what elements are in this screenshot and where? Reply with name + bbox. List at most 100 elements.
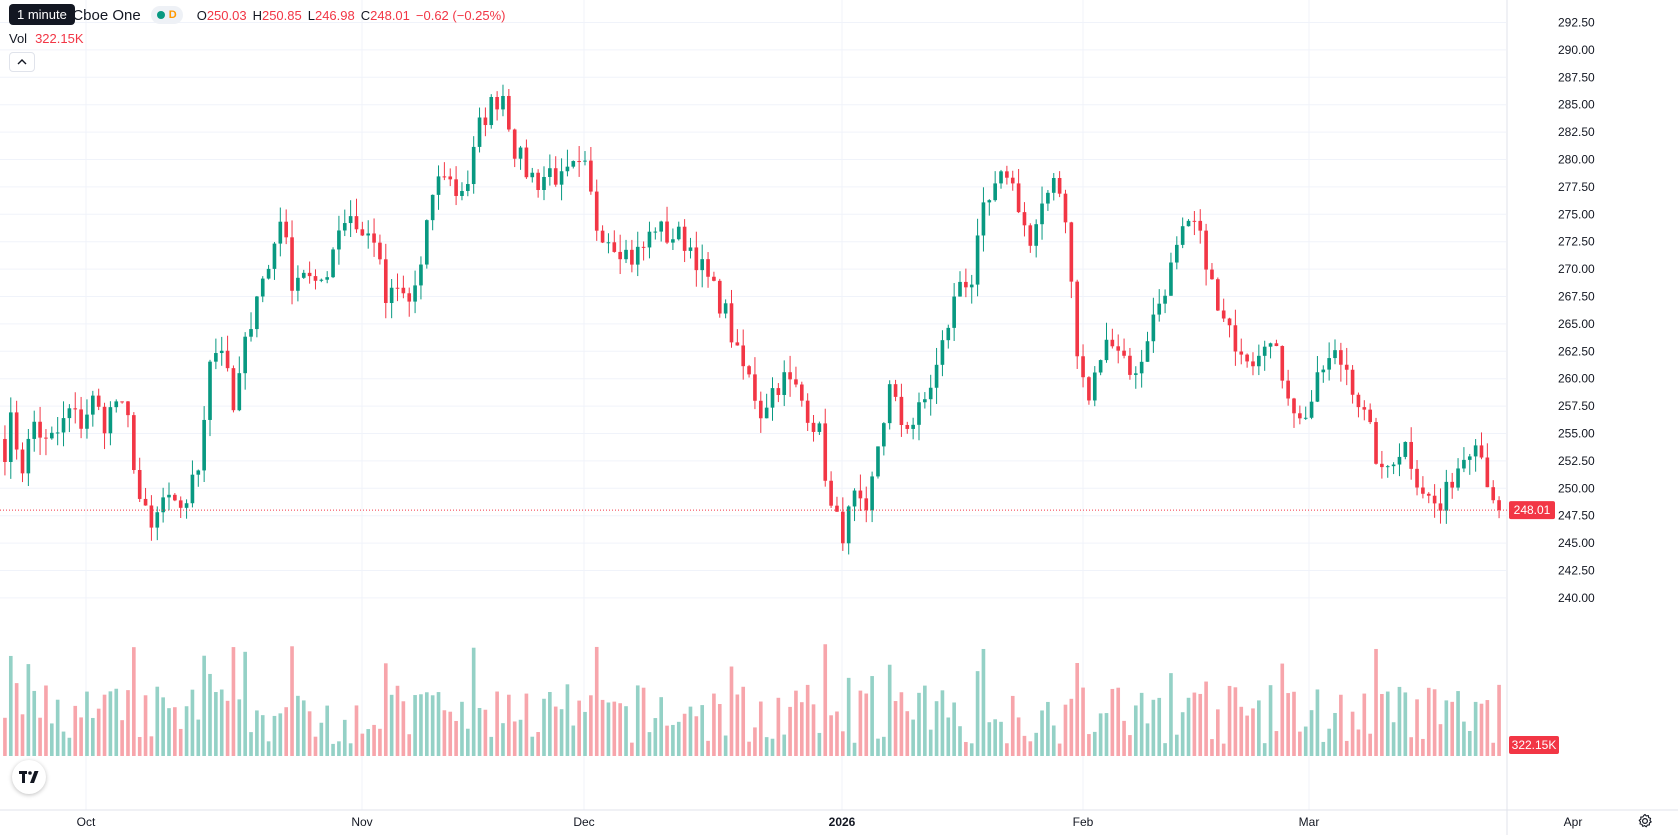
volume-bar: [1233, 687, 1238, 756]
volume-bar: [987, 722, 992, 756]
volume-bar: [852, 742, 857, 756]
volume-bar: [1362, 693, 1367, 756]
price-tick-label: 260.00: [1558, 372, 1595, 386]
volume-bar: [401, 701, 406, 756]
volume-bar: [817, 732, 822, 756]
volume-bar: [325, 705, 330, 756]
volume-bar: [14, 683, 19, 756]
candle-body: [1274, 343, 1279, 347]
candle-body: [1116, 346, 1121, 351]
collapse-legend-button[interactable]: [9, 52, 35, 72]
interval-tooltip: 1 minute: [9, 4, 75, 25]
volume-bar: [717, 704, 722, 756]
volume-bar: [61, 731, 66, 756]
candle-body: [1426, 493, 1431, 496]
candle-body: [653, 231, 658, 233]
volume-bar: [102, 694, 107, 756]
candle-body: [1186, 220, 1191, 227]
candle-body: [712, 276, 716, 281]
price-tick-label: 275.00: [1558, 207, 1595, 221]
volume-bar: [729, 666, 734, 756]
volume-bar: [1057, 743, 1062, 756]
volume-bar: [1216, 709, 1220, 756]
volume-bar: [659, 697, 663, 756]
candle-body: [846, 506, 851, 544]
candle-body: [741, 345, 746, 367]
candle-body: [999, 171, 1003, 184]
volume-label[interactable]: Vol: [9, 31, 28, 46]
volume-bar: [823, 644, 828, 756]
volume-bar: [55, 699, 60, 756]
candle-body: [1298, 413, 1302, 419]
volume-bar: [583, 711, 587, 756]
candle-body: [659, 221, 663, 232]
candle-body: [1210, 269, 1214, 280]
price-axis[interactable]: 292.50 290.00 287.50 285.00 282.50 280.00 277.…: [1506, 0, 1595, 835]
volume-bar: [1133, 705, 1138, 756]
volume-bar: [32, 690, 37, 756]
volume-bar: [524, 693, 529, 756]
volume-bar: [442, 710, 447, 756]
candle-body: [1040, 203, 1044, 225]
volume-bar: [1051, 725, 1056, 756]
candle-body: [1444, 481, 1449, 511]
volume-bar: [149, 736, 154, 756]
volume-bar: [337, 741, 341, 756]
volume-bar: [512, 721, 517, 756]
candle-body: [917, 402, 921, 425]
volume-bar: [882, 736, 886, 756]
volume-bar: [114, 688, 119, 756]
candle-body: [577, 161, 581, 163]
candle-body: [354, 216, 359, 230]
candle-body: [202, 419, 206, 471]
volume-bar: [278, 713, 283, 756]
volume-bar: [993, 719, 997, 756]
volume-bar: [1391, 722, 1396, 756]
candle-body: [272, 243, 277, 269]
candle-body: [1239, 351, 1244, 355]
volume-bar: [436, 692, 441, 756]
time-tick-label: Apr: [1564, 815, 1583, 829]
candle-body: [618, 251, 622, 260]
candle-body: [1022, 212, 1027, 226]
candle-body: [630, 249, 634, 265]
candle-body: [671, 239, 675, 243]
candle-body: [325, 277, 330, 280]
candle-body: [278, 221, 283, 244]
volume-bar: [1069, 698, 1074, 756]
volume-bar: [1063, 704, 1068, 756]
time-axis[interactable]: Oct Nov Dec 2026 Feb Mar Apr: [0, 809, 1678, 829]
candle-body: [1092, 372, 1097, 401]
volume-bar: [811, 704, 816, 756]
candle-body: [143, 498, 148, 506]
volume-bar: [178, 728, 183, 756]
volume-bar: [196, 719, 201, 756]
volume-bar: [120, 720, 124, 756]
candle-body: [132, 415, 136, 470]
candle-body: [899, 396, 904, 425]
candle-body: [1333, 350, 1337, 359]
price-tick-label: 257.50: [1558, 399, 1595, 413]
candle-body: [512, 129, 517, 159]
candle-body: [1251, 361, 1255, 367]
volume-bar: [389, 694, 394, 756]
candle-body: [700, 259, 705, 271]
volume-bar: [571, 725, 576, 756]
candles: [3, 84, 1501, 555]
candle-body: [770, 388, 775, 408]
candle-body: [882, 423, 886, 447]
candle-body: [1403, 441, 1408, 457]
candle-body: [753, 374, 757, 401]
candle-body: [1010, 177, 1015, 184]
market-status[interactable]: D: [150, 6, 183, 24]
candle-body: [665, 221, 669, 243]
gear-icon[interactable]: [1637, 813, 1653, 829]
volume-bar: [618, 703, 622, 756]
volume-bar: [1292, 691, 1296, 756]
tradingview-logo[interactable]: [12, 760, 46, 794]
candle-body: [864, 498, 869, 511]
candle-body: [1069, 222, 1074, 282]
volume-bar: [870, 676, 874, 756]
change-value: −0.62 (−0.25%): [415, 7, 506, 23]
